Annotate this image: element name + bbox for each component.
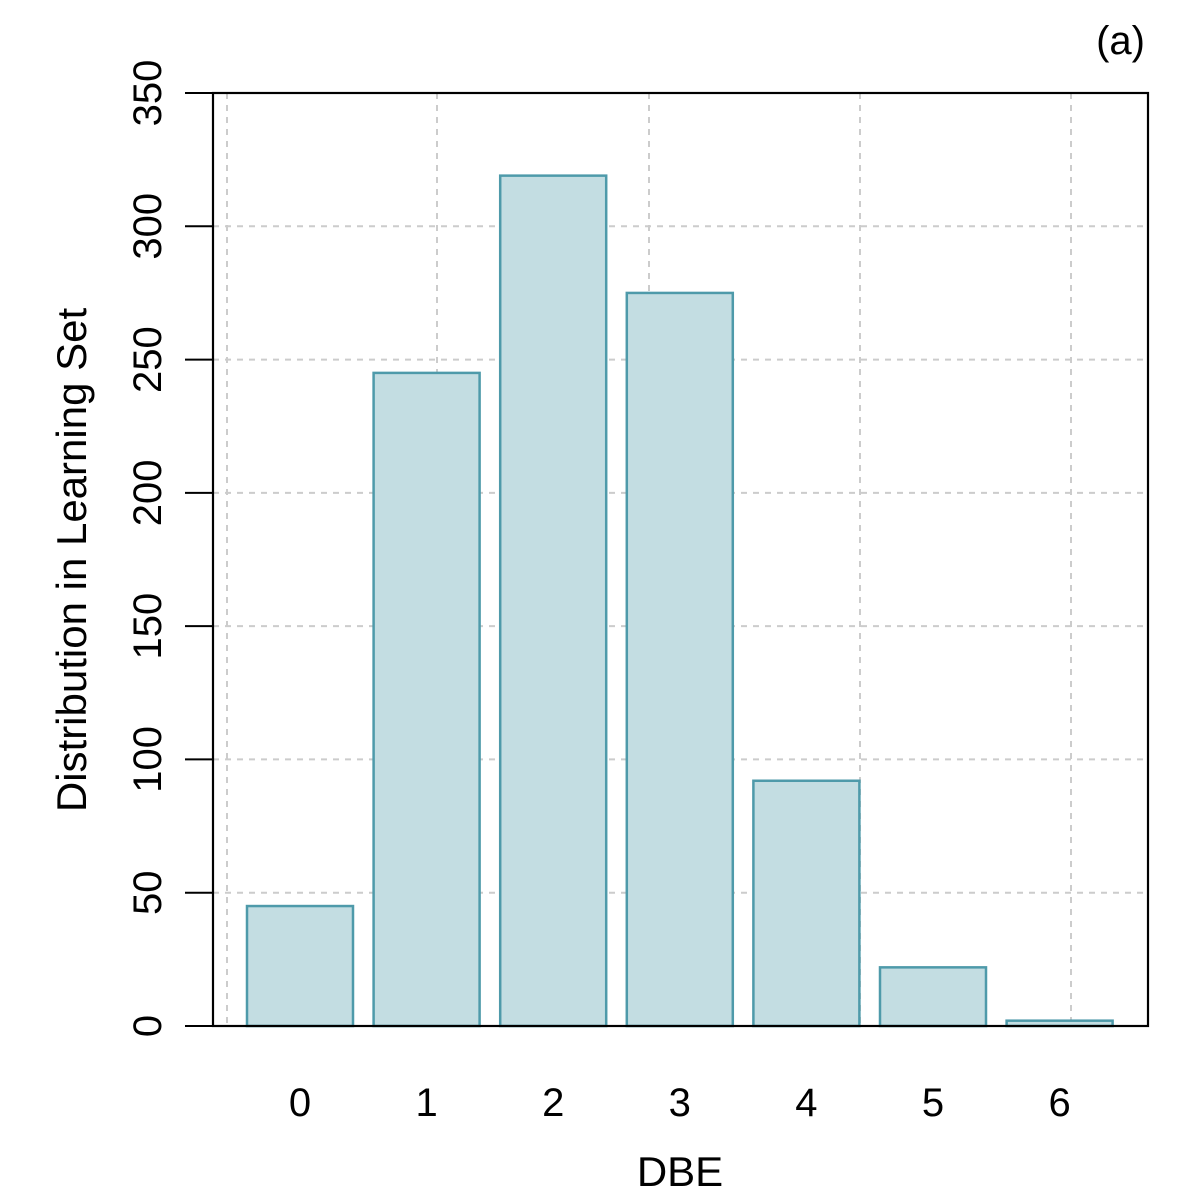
y-axis: 0 50 100 150 200 250 300 350 — [126, 60, 214, 1037]
x-tick-label: 2 — [542, 1081, 564, 1125]
x-tick-label: 1 — [415, 1081, 437, 1125]
panel-label: (a) — [1096, 19, 1145, 63]
x-tick-label: 5 — [922, 1081, 944, 1125]
x-tick-label: 4 — [795, 1081, 817, 1125]
bars — [245, 174, 1114, 1028]
bar-2 — [498, 174, 608, 1028]
y-tick-label: 100 — [126, 726, 170, 793]
y-tick-label: 300 — [126, 193, 170, 260]
y-tick-label: 350 — [126, 60, 170, 127]
y-tick-label: 0 — [126, 1015, 170, 1037]
x-axis: 0 1 2 3 4 5 6 — [289, 1081, 1071, 1125]
y-tick-label: 200 — [126, 459, 170, 526]
y-tick-label: 50 — [126, 870, 170, 915]
bar-4 — [752, 779, 861, 1028]
bar-3 — [625, 291, 735, 1028]
bar-0 — [245, 904, 355, 1028]
y-tick-label: 250 — [126, 326, 170, 393]
y-axis-title: Distribution in Learning Set — [48, 308, 95, 813]
bar-5 — [878, 966, 988, 1028]
bar-1 — [372, 371, 481, 1028]
x-tick-label: 3 — [669, 1081, 691, 1125]
y-tick-label: 150 — [126, 593, 170, 660]
x-tick-label: 6 — [1048, 1081, 1070, 1125]
x-axis-title: DBE — [637, 1148, 723, 1195]
x-tick-label: 0 — [289, 1081, 311, 1125]
